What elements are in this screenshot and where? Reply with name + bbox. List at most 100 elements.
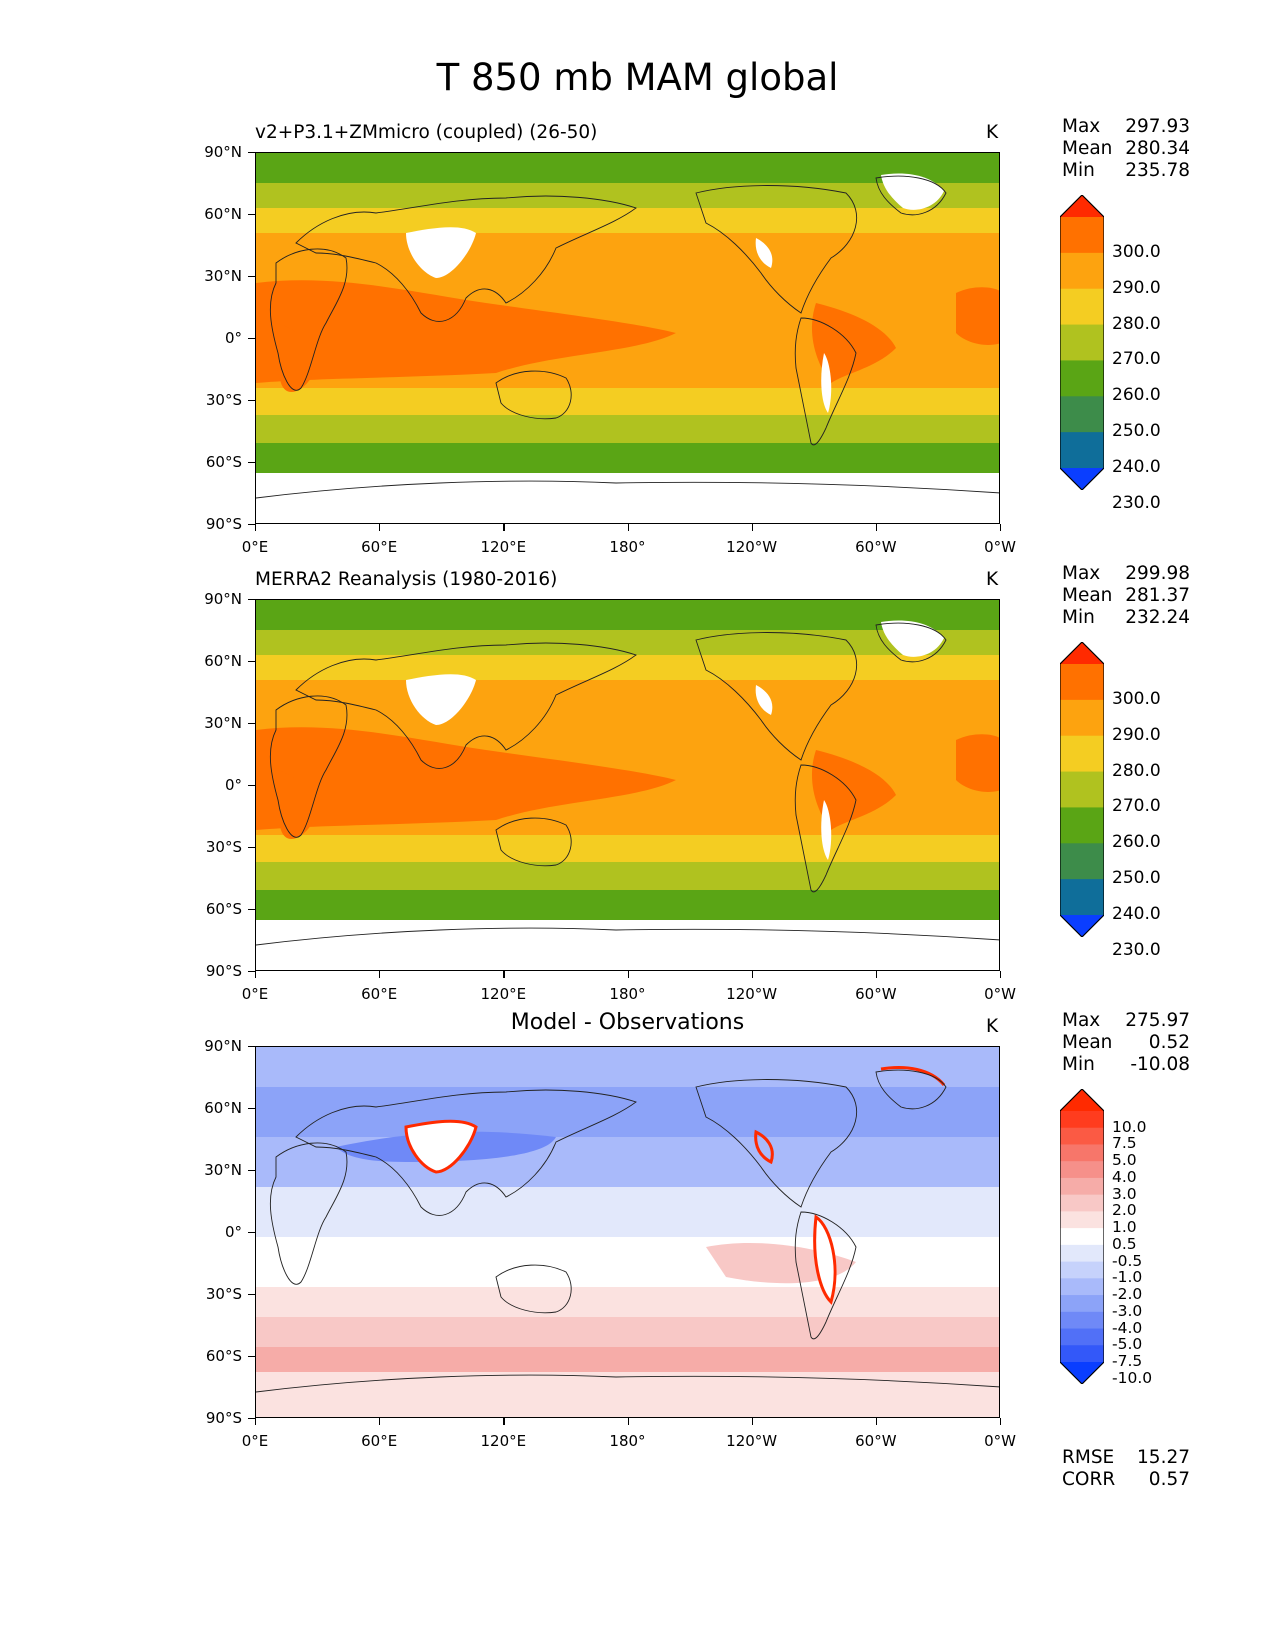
colorbar-tick-label: -3.0: [1112, 1301, 1143, 1320]
lon-tick-label: 180°: [609, 985, 646, 1003]
colorbar-tick-label: 300.0: [1112, 241, 1161, 262]
colorbar-segment: [1060, 396, 1104, 433]
colorbar-segment: [1060, 879, 1104, 916]
error-stats: RMSE 15.27 CORR 0.57: [1062, 1447, 1190, 1491]
lat-tick-label: 30°N: [204, 1161, 242, 1179]
lat-tick-label: 30°S: [205, 391, 242, 409]
lon-tick-label: 0°E: [241, 1432, 269, 1450]
lon-tick-label: 120°W: [726, 1432, 778, 1450]
colorbar-tick-label: 7.5: [1112, 1134, 1137, 1153]
lon-tick: [875, 971, 878, 978]
colorbar-segment: [1060, 1211, 1104, 1229]
stat-label: Min: [1062, 1054, 1095, 1075]
colorbar-segment: [1060, 1345, 1104, 1363]
lon-tick: [1000, 971, 1002, 978]
lon-tick: [875, 524, 878, 531]
lon-tick-label: 60°E: [361, 985, 398, 1003]
colorbar-tick-label: 280.0: [1112, 313, 1161, 334]
colorbar-segment: [1060, 324, 1104, 361]
lat-tick-label: 30°N: [204, 714, 242, 732]
panel-title: MERRA2 Reanalysis (1980-2016): [255, 569, 558, 590]
colorbar-tick-label: -2.0: [1112, 1285, 1143, 1304]
colorbar-segment: [1060, 642, 1104, 664]
colorbar-tick-label: -0.5: [1112, 1251, 1143, 1270]
lon-tick-label: 120°W: [726, 538, 778, 556]
lon-tick: [255, 524, 257, 531]
units-label: K: [986, 122, 999, 143]
colorbar-segment: [1060, 1177, 1104, 1196]
lat-tick-label: 90°S: [205, 515, 242, 533]
lat-tick: [248, 1232, 255, 1234]
stat-label: Max: [1062, 116, 1101, 137]
colorbar-segment: [1060, 843, 1104, 880]
lon-tick-label: 180°: [609, 538, 646, 556]
colorbar: [1059, 641, 1105, 938]
lon-tick: [751, 524, 753, 531]
colorbar-segment: [1060, 915, 1104, 937]
stat-value: 275.97: [1125, 1010, 1190, 1031]
lat-tick: [248, 1046, 255, 1048]
colorbar: [1059, 1088, 1105, 1385]
colorbar-segment: [1060, 195, 1104, 217]
colorbar-segment: [1060, 360, 1104, 397]
lat-tick: [248, 276, 255, 278]
colorbar-tick-label: 240.0: [1112, 904, 1161, 924]
colorbar-tick-label: -7.5: [1112, 1352, 1143, 1370]
colorbar-tick-label: 5.0: [1112, 1151, 1137, 1170]
lon-tick-label: 60°W: [855, 985, 897, 1003]
lat-tick: [248, 214, 255, 216]
lon-tick-label: 120°E: [480, 1432, 527, 1450]
colorbar-segment: [1060, 468, 1104, 490]
lon-tick-label: 0°E: [241, 538, 269, 556]
stats-box: Max 299.98 Mean 281.37 Min 232.24: [1062, 563, 1190, 629]
colorbar-tick-label: 2.0: [1112, 1201, 1137, 1220]
map-panel-2: MERRA2 Reanalysis (1980-2016) K Max 299.98 M…: [0, 447, 1275, 1003]
stat-value: 0.57: [1148, 1469, 1190, 1490]
colorbar-segment: [1060, 1328, 1104, 1346]
lat-tick-label: 90°N: [204, 1037, 242, 1055]
lon-tick-label: 60°E: [361, 1432, 398, 1450]
lat-tick-label: 60°S: [205, 1347, 242, 1365]
stat-label: Min: [1062, 160, 1095, 181]
colorbar-tick-label: 270.0: [1112, 796, 1161, 817]
lat-tick: [248, 152, 255, 154]
stat-value: 281.37: [1125, 585, 1190, 606]
lat-tick: [248, 1294, 255, 1296]
stat-label: Mean: [1062, 1032, 1113, 1053]
lon-tick: [1000, 524, 1002, 531]
lat-tick: [248, 785, 255, 787]
colorbar-tick-label: 10.0: [1112, 1117, 1147, 1136]
lon-tick-label: 60°W: [855, 1432, 897, 1450]
lat-tick: [248, 909, 255, 911]
lon-tick-label: 0°W: [984, 985, 1016, 1003]
lon-tick-label: 120°E: [480, 985, 527, 1003]
colorbar-tick-label: 300.0: [1112, 688, 1161, 709]
colorbar-segment: [1060, 1228, 1104, 1246]
colorbar-segment: [1060, 1194, 1104, 1212]
lat-tick-label: 60°N: [204, 1099, 242, 1117]
lat-tick: [248, 971, 255, 973]
lat-tick-label: 30°S: [205, 1285, 242, 1303]
lon-tick: [875, 1418, 878, 1425]
colorbar-segment: [1060, 288, 1104, 326]
colorbar-segment: [1060, 807, 1104, 844]
lon-tick: [503, 524, 505, 531]
colorbar-segment: [1060, 1278, 1104, 1296]
map-plot: [255, 152, 1000, 524]
lat-tick: [248, 1170, 255, 1172]
colorbar-tick-label: 240.0: [1112, 457, 1161, 477]
lat-tick-label: 90°S: [205, 962, 242, 980]
lat-tick-label: 90°N: [204, 143, 242, 161]
colorbar-tick-label: -10.0: [1112, 1368, 1153, 1387]
colorbar-tick-label: 260.0: [1112, 832, 1161, 853]
colorbar-segment: [1060, 699, 1104, 737]
units-label: K: [986, 569, 999, 590]
stat-value: 232.24: [1125, 607, 1190, 628]
lon-tick: [1000, 1418, 1002, 1425]
lon-tick: [255, 971, 257, 978]
stat-label: Max: [1062, 1010, 1101, 1031]
colorbar-segment: [1060, 1311, 1104, 1330]
map-plot: [255, 599, 1000, 971]
colorbar-segment: [1060, 771, 1104, 808]
colorbar-tick-label: 290.0: [1112, 724, 1161, 745]
